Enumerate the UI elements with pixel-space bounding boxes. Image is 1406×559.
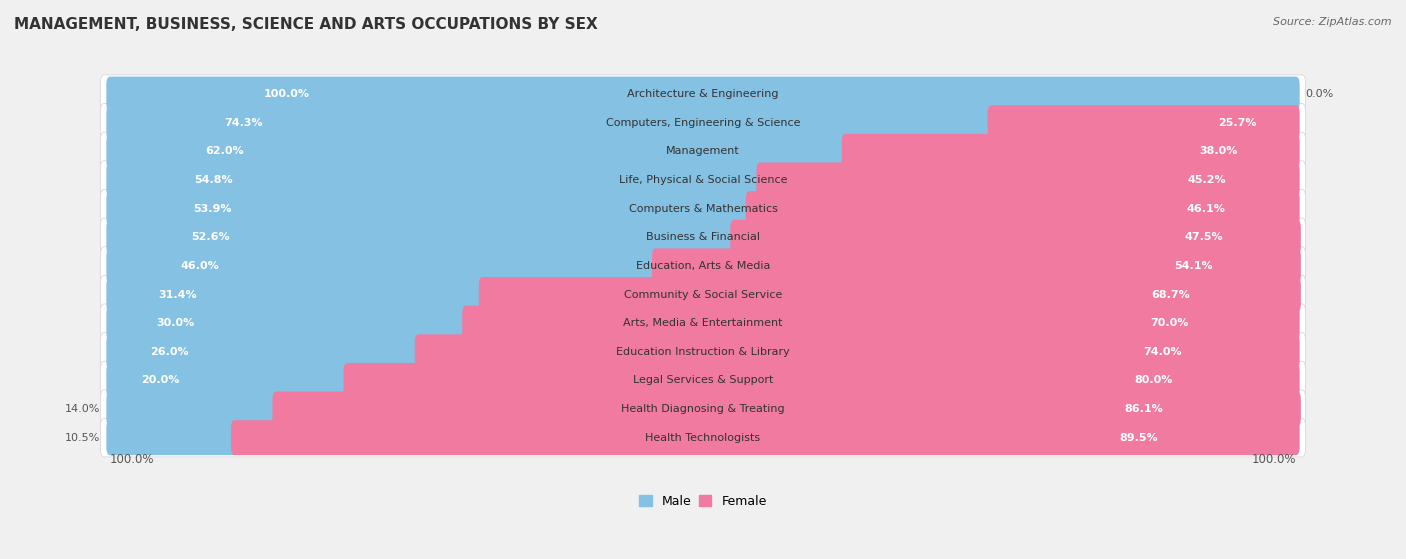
FancyBboxPatch shape — [842, 134, 1299, 169]
Text: Community & Social Service: Community & Social Service — [624, 290, 782, 300]
Text: 20.0%: 20.0% — [141, 376, 179, 386]
Text: 89.5%: 89.5% — [1119, 433, 1159, 443]
FancyBboxPatch shape — [107, 248, 659, 283]
FancyBboxPatch shape — [100, 190, 1306, 228]
Text: Arts, Media & Entertainment: Arts, Media & Entertainment — [623, 318, 783, 328]
Text: Computers, Engineering & Science: Computers, Engineering & Science — [606, 118, 800, 127]
Text: 70.0%: 70.0% — [1150, 318, 1188, 328]
Text: 38.0%: 38.0% — [1199, 146, 1237, 157]
Text: 46.0%: 46.0% — [181, 261, 219, 271]
Text: 80.0%: 80.0% — [1135, 376, 1173, 386]
Text: 54.8%: 54.8% — [194, 175, 233, 185]
FancyBboxPatch shape — [107, 420, 238, 455]
Text: 25.7%: 25.7% — [1218, 118, 1257, 127]
FancyBboxPatch shape — [107, 77, 1299, 112]
FancyBboxPatch shape — [745, 191, 1299, 226]
FancyBboxPatch shape — [100, 247, 1306, 285]
FancyBboxPatch shape — [415, 334, 1299, 369]
Text: 14.0%: 14.0% — [65, 404, 100, 414]
Text: 46.1%: 46.1% — [1187, 203, 1225, 214]
Text: MANAGEMENT, BUSINESS, SCIENCE AND ARTS OCCUPATIONS BY SEX: MANAGEMENT, BUSINESS, SCIENCE AND ARTS O… — [14, 17, 598, 32]
FancyBboxPatch shape — [652, 248, 1301, 283]
Text: Legal Services & Support: Legal Services & Support — [633, 376, 773, 386]
FancyBboxPatch shape — [730, 220, 1301, 255]
FancyBboxPatch shape — [100, 304, 1306, 342]
Text: Architecture & Engineering: Architecture & Engineering — [627, 89, 779, 99]
Text: 0.0%: 0.0% — [1306, 89, 1334, 99]
FancyBboxPatch shape — [107, 134, 849, 169]
FancyBboxPatch shape — [107, 163, 763, 197]
FancyBboxPatch shape — [273, 392, 1301, 427]
Text: Health Technologists: Health Technologists — [645, 433, 761, 443]
FancyBboxPatch shape — [100, 419, 1306, 457]
Text: 62.0%: 62.0% — [205, 146, 245, 157]
FancyBboxPatch shape — [107, 191, 752, 226]
Text: Education Instruction & Library: Education Instruction & Library — [616, 347, 790, 357]
Text: 54.1%: 54.1% — [1174, 261, 1213, 271]
Text: 68.7%: 68.7% — [1152, 290, 1189, 300]
Text: 100.0%: 100.0% — [264, 89, 311, 99]
FancyBboxPatch shape — [343, 363, 1299, 398]
FancyBboxPatch shape — [100, 218, 1306, 257]
FancyBboxPatch shape — [756, 163, 1299, 197]
Text: 86.1%: 86.1% — [1125, 404, 1163, 414]
Text: 45.2%: 45.2% — [1188, 175, 1226, 185]
FancyBboxPatch shape — [100, 75, 1306, 113]
Text: Business & Financial: Business & Financial — [645, 232, 761, 242]
Text: 74.0%: 74.0% — [1143, 347, 1182, 357]
FancyBboxPatch shape — [107, 334, 422, 369]
FancyBboxPatch shape — [100, 103, 1306, 142]
Text: Computers & Mathematics: Computers & Mathematics — [628, 203, 778, 214]
Text: 26.0%: 26.0% — [150, 347, 188, 357]
Text: Source: ZipAtlas.com: Source: ZipAtlas.com — [1274, 17, 1392, 27]
FancyBboxPatch shape — [100, 132, 1306, 170]
Text: 31.4%: 31.4% — [159, 290, 197, 300]
Text: 52.6%: 52.6% — [191, 232, 229, 242]
FancyBboxPatch shape — [100, 161, 1306, 199]
Text: 47.5%: 47.5% — [1184, 232, 1223, 242]
FancyBboxPatch shape — [107, 277, 486, 312]
Text: Management: Management — [666, 146, 740, 157]
FancyBboxPatch shape — [987, 105, 1299, 140]
Text: 100.0%: 100.0% — [1251, 453, 1296, 466]
Legend: Male, Female: Male, Female — [634, 490, 772, 513]
FancyBboxPatch shape — [100, 276, 1306, 314]
FancyBboxPatch shape — [100, 390, 1306, 428]
Text: Education, Arts & Media: Education, Arts & Media — [636, 261, 770, 271]
Text: 74.3%: 74.3% — [225, 118, 263, 127]
FancyBboxPatch shape — [107, 105, 995, 140]
FancyBboxPatch shape — [107, 220, 737, 255]
FancyBboxPatch shape — [100, 333, 1306, 371]
Text: 53.9%: 53.9% — [193, 203, 232, 214]
Text: Health Diagnosing & Treating: Health Diagnosing & Treating — [621, 404, 785, 414]
FancyBboxPatch shape — [463, 306, 1299, 340]
Text: 100.0%: 100.0% — [110, 453, 155, 466]
FancyBboxPatch shape — [107, 392, 280, 427]
Text: 10.5%: 10.5% — [65, 433, 100, 443]
Text: 30.0%: 30.0% — [156, 318, 194, 328]
FancyBboxPatch shape — [479, 277, 1301, 312]
FancyBboxPatch shape — [231, 420, 1299, 455]
FancyBboxPatch shape — [107, 363, 350, 398]
Text: Life, Physical & Social Science: Life, Physical & Social Science — [619, 175, 787, 185]
FancyBboxPatch shape — [100, 361, 1306, 400]
FancyBboxPatch shape — [107, 306, 470, 340]
